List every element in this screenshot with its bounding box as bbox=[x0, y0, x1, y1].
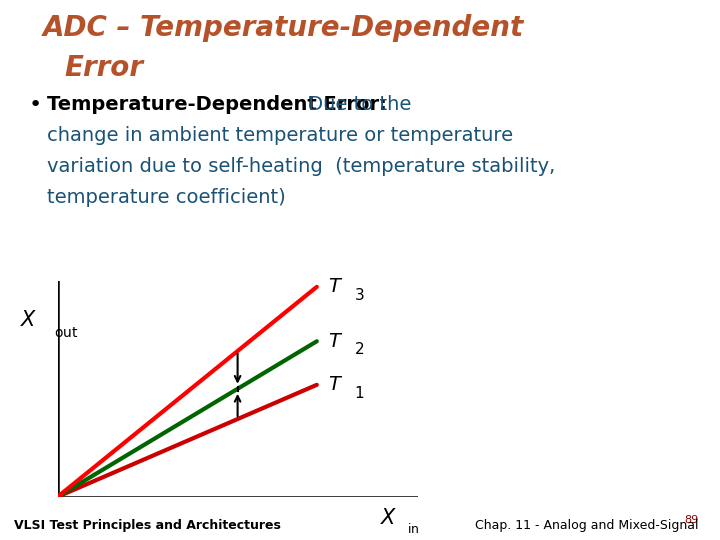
Text: $\mathit{X}$: $\mathit{X}$ bbox=[380, 508, 397, 529]
Text: $\mathit{T}$: $\mathit{T}$ bbox=[328, 278, 343, 296]
Text: variation due to self-heating  (temperature stability,: variation due to self-heating (temperatu… bbox=[47, 157, 555, 176]
Text: 1: 1 bbox=[354, 386, 364, 401]
Text: 2: 2 bbox=[354, 342, 364, 357]
Text: $\mathrm{out}$: $\mathrm{out}$ bbox=[54, 326, 78, 340]
Text: $\mathit{T}$: $\mathit{T}$ bbox=[328, 332, 343, 351]
Text: change in ambient temperature or temperature: change in ambient temperature or tempera… bbox=[47, 126, 513, 145]
Text: $\mathit{X}$: $\mathit{X}$ bbox=[20, 309, 37, 330]
Text: Due to the: Due to the bbox=[302, 94, 412, 113]
Text: $\mathit{T}$: $\mathit{T}$ bbox=[328, 375, 343, 394]
Text: ADC – Temperature-Dependent: ADC – Temperature-Dependent bbox=[43, 14, 524, 42]
Text: VLSI Test Principles and Architectures: VLSI Test Principles and Architectures bbox=[14, 518, 282, 532]
Text: Error: Error bbox=[65, 54, 144, 82]
Text: 3: 3 bbox=[354, 288, 364, 303]
Text: Temperature-Dependent Error:: Temperature-Dependent Error: bbox=[47, 94, 387, 113]
Text: Chap. 11 - Analog and Mixed-Signal: Chap. 11 - Analog and Mixed-Signal bbox=[475, 518, 698, 532]
Text: temperature coefficient): temperature coefficient) bbox=[47, 188, 286, 207]
Text: •: • bbox=[29, 94, 42, 114]
Text: 89: 89 bbox=[684, 515, 698, 525]
Text: $\mathrm{in}$: $\mathrm{in}$ bbox=[407, 522, 419, 536]
